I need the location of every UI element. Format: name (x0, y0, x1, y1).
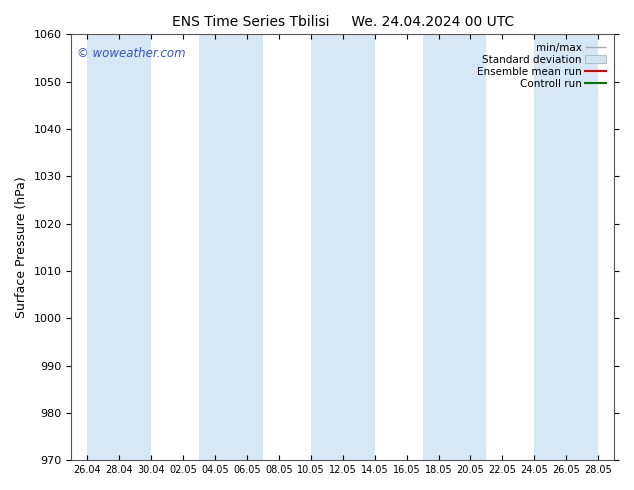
Bar (311, 34, 375, 460)
Bar (423, 34, 486, 460)
Bar (87, 34, 152, 460)
Title: ENS Time Series Tbilisi     We. 24.04.2024 00 UTC: ENS Time Series Tbilisi We. 24.04.2024 0… (172, 15, 514, 29)
Y-axis label: Surface Pressure (hPa): Surface Pressure (hPa) (15, 176, 28, 318)
Legend: min/max, Standard deviation, Ensemble mean run, Controll run: min/max, Standard deviation, Ensemble me… (474, 40, 609, 92)
Bar (199, 34, 263, 460)
Text: © woweather.com: © woweather.com (77, 47, 186, 60)
Bar (534, 34, 598, 460)
